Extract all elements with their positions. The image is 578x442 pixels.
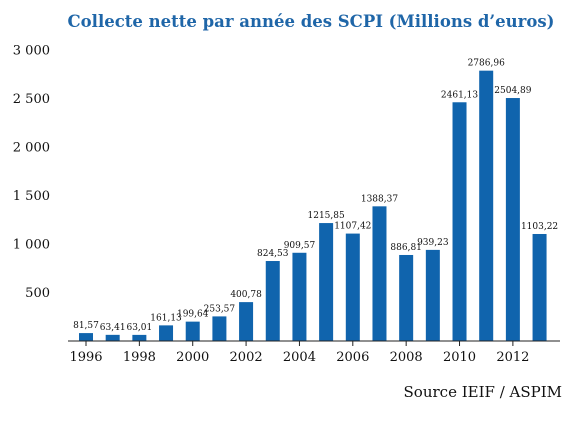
y-tick-label: 1 000 — [13, 238, 50, 253]
bar-2007 — [372, 206, 387, 341]
bar-2003 — [265, 261, 280, 341]
bar-2006 — [345, 233, 360, 341]
bar-2004 — [292, 252, 307, 341]
chart-title: Collecte nette par année des SCPI (Milli… — [68, 12, 555, 31]
data-label-2003: 824,53 — [257, 249, 289, 259]
data-label-2008: 886,81 — [390, 243, 422, 253]
data-label-2006: 1107,42 — [334, 222, 371, 232]
data-label-2007: 1388,37 — [361, 194, 398, 204]
y-axis-ticks: 500 1 000 1 500 2 000 2 500 3 000 — [13, 44, 50, 302]
bars — [79, 70, 547, 342]
data-label-2011: 2786,96 — [468, 59, 505, 69]
data-label-2000: 199,64 — [177, 310, 209, 320]
x-tick-label: 2008 — [390, 350, 423, 365]
bar-2000 — [185, 321, 200, 341]
bar-1997 — [105, 334, 120, 341]
y-tick-label: 2 500 — [13, 92, 50, 107]
data-label-2010: 2461,13 — [441, 90, 478, 100]
bar-2001 — [212, 316, 227, 341]
data-label-2004: 909,57 — [284, 241, 316, 251]
x-tick-label: 2000 — [176, 350, 209, 365]
x-tick-label: 1998 — [123, 350, 156, 365]
bar-1996 — [79, 333, 93, 341]
data-label-2009: 939,23 — [417, 238, 449, 248]
x-tick-label: 2010 — [443, 350, 476, 365]
data-label-2001: 253,57 — [204, 304, 236, 314]
bar-1998 — [132, 334, 147, 341]
data-label-2013: 1103,22 — [521, 222, 558, 232]
data-label-1997: 63,41 — [100, 323, 126, 333]
bar-1999 — [159, 325, 174, 341]
x-axis-ticks: 1996 1998 2000 2002 2004 2006 2008 2010 2012 — [69, 341, 529, 365]
data-label-2012: 2504,89 — [494, 86, 531, 96]
data-label-1996: 81,57 — [73, 321, 99, 331]
data-label-1999: 161,13 — [150, 313, 182, 323]
x-tick-label: 2012 — [496, 350, 529, 365]
bar-2009 — [425, 249, 440, 341]
bar-2011 — [479, 70, 494, 341]
y-tick-label: 2 000 — [13, 141, 50, 156]
x-tick-label: 2004 — [283, 350, 316, 365]
y-tick-label: 3 000 — [13, 44, 50, 59]
x-tick-label: 1996 — [69, 350, 102, 365]
bar-2013 — [532, 233, 547, 341]
data-label-1998: 63,01 — [126, 323, 152, 333]
source-note: Source IEIF / ASPIM — [404, 383, 562, 401]
x-tick-label: 2002 — [230, 350, 263, 365]
y-tick-label: 500 — [25, 286, 50, 301]
data-label-2005: 1215,85 — [308, 211, 345, 221]
bar-2008 — [399, 254, 414, 341]
bar-2010 — [452, 102, 467, 342]
data-label-2002: 400,78 — [230, 290, 262, 300]
bar-2012 — [505, 98, 520, 341]
y-tick-label: 1 500 — [13, 189, 50, 204]
bar-2002 — [239, 302, 254, 341]
x-tick-label: 2006 — [336, 350, 369, 365]
bar-2005 — [319, 223, 334, 341]
